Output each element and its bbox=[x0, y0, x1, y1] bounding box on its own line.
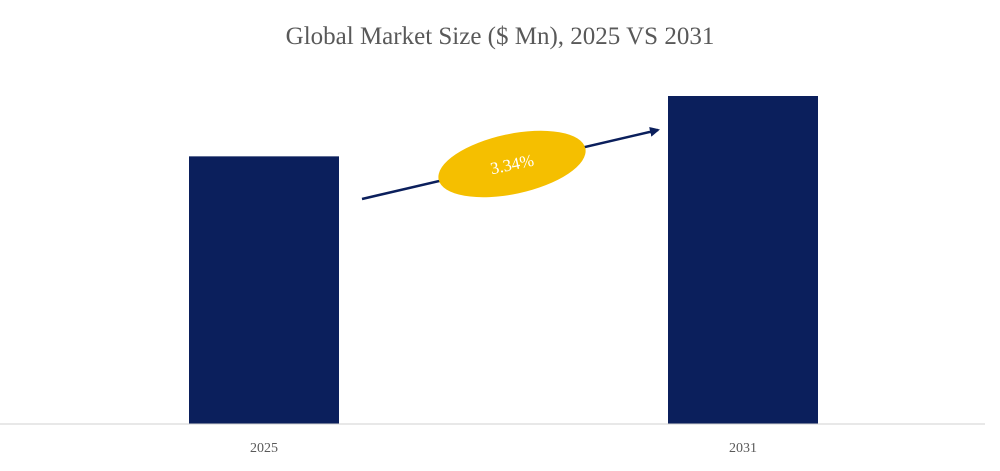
bar-2025 bbox=[189, 156, 339, 425]
x-tick-label-2025: 2025 bbox=[250, 441, 278, 456]
chart-title: Global Market Size ($ Mn), 2025 VS 2031 bbox=[286, 23, 715, 50]
x-tick-label-2031: 2031 bbox=[729, 441, 757, 456]
bar-2031 bbox=[668, 96, 818, 424]
cagr-badge-ellipse bbox=[438, 130, 586, 198]
cagr-badge: 3.34% bbox=[438, 130, 586, 198]
bar-group bbox=[189, 96, 818, 425]
x-axis-ticks: 2025 2031 bbox=[250, 441, 757, 456]
